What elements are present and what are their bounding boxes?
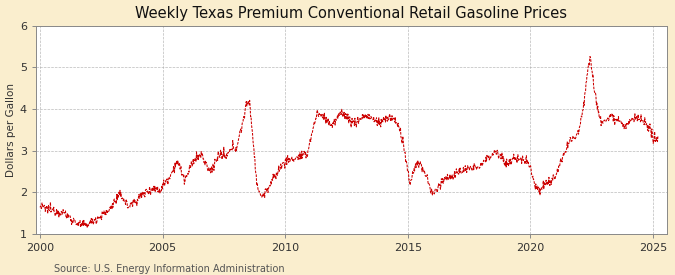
Text: Source: U.S. Energy Information Administration: Source: U.S. Energy Information Administ…	[54, 264, 285, 274]
Y-axis label: Dollars per Gallon: Dollars per Gallon	[5, 83, 16, 177]
Title: Weekly Texas Premium Conventional Retail Gasoline Prices: Weekly Texas Premium Conventional Retail…	[136, 6, 568, 21]
